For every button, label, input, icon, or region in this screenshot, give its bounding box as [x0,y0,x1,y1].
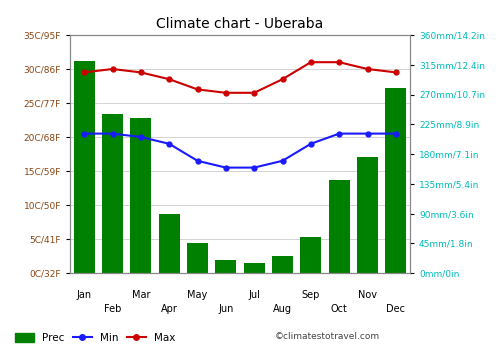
Legend: Prec, Min, Max: Prec, Min, Max [15,333,175,343]
Bar [272,257,293,273]
Bar [300,237,322,273]
Bar [385,88,406,273]
Text: Dec: Dec [386,303,406,314]
Text: Nov: Nov [358,290,377,300]
Title: Climate chart - Uberaba: Climate chart - Uberaba [156,17,324,31]
Text: Jan: Jan [76,290,92,300]
Bar [74,62,95,273]
Bar [102,114,123,273]
Bar [357,157,378,273]
Bar [244,263,265,273]
Text: Jun: Jun [218,303,234,314]
Bar [130,118,152,273]
Text: Jul: Jul [248,290,260,300]
Text: Aug: Aug [273,303,292,314]
Text: ©climatestotravel.com: ©climatestotravel.com [275,332,380,341]
Text: Feb: Feb [104,303,121,314]
Bar [328,181,350,273]
Text: Mar: Mar [132,290,150,300]
Text: Sep: Sep [302,290,320,300]
Text: Apr: Apr [160,303,178,314]
Bar [215,260,236,273]
Bar [187,243,208,273]
Bar [158,214,180,273]
Text: Oct: Oct [330,303,347,314]
Text: May: May [188,290,208,300]
